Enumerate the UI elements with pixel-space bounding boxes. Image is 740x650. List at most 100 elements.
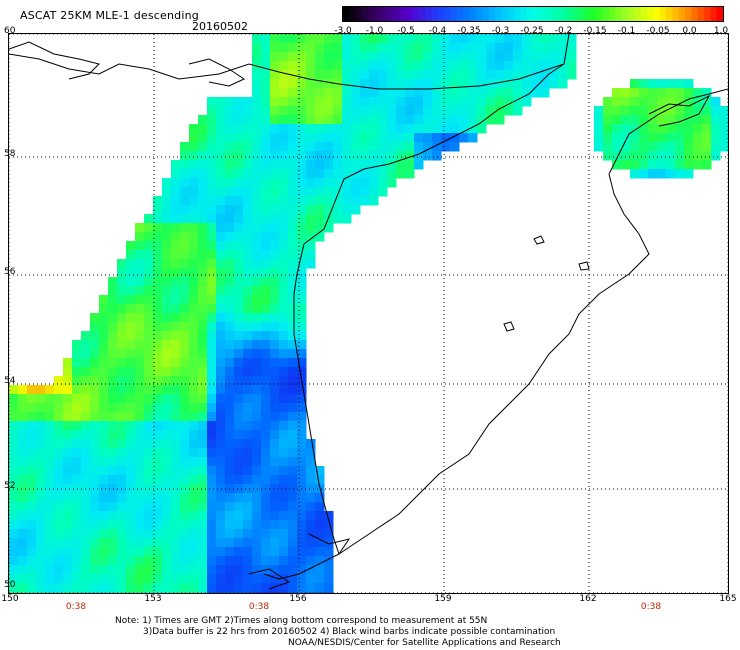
swath-pixel xyxy=(117,331,127,341)
swath-pixel xyxy=(153,205,163,215)
swath-pixel xyxy=(207,430,217,440)
swath-pixel xyxy=(90,448,100,458)
swath-pixel xyxy=(342,169,352,179)
swath-pixel xyxy=(432,142,442,152)
swath-pixel xyxy=(189,232,199,242)
swath-pixel xyxy=(27,421,37,431)
swath-pixel xyxy=(252,277,262,287)
swath-pixel xyxy=(81,511,91,521)
swath-pixel xyxy=(99,385,109,395)
swath-pixel xyxy=(162,385,172,395)
swath-pixel xyxy=(378,115,388,125)
swath-pixel xyxy=(54,448,64,458)
swath-pixel xyxy=(72,340,82,350)
swath-pixel xyxy=(198,421,208,431)
swath-pixel xyxy=(117,376,127,386)
swath-pixel xyxy=(621,88,631,98)
swath-pixel xyxy=(18,403,28,413)
swath-pixel xyxy=(261,511,271,521)
swath-pixel xyxy=(288,52,298,62)
swath-pixel xyxy=(603,106,613,116)
swath-pixel xyxy=(18,412,28,422)
swath-pixel xyxy=(477,115,487,125)
swath-pixel xyxy=(45,511,55,521)
swath-pixel xyxy=(288,331,298,341)
swath-pixel xyxy=(270,367,280,377)
swath-pixel xyxy=(117,349,127,359)
swath-pixel xyxy=(54,502,64,512)
swath-pixel xyxy=(153,313,163,323)
swath-pixel xyxy=(117,529,127,539)
swath-pixel xyxy=(513,43,523,53)
swath-pixel xyxy=(45,403,55,413)
swath-pixel xyxy=(243,358,253,368)
swath-pixel xyxy=(216,124,226,134)
swath-pixel xyxy=(99,529,109,539)
swath-pixel xyxy=(630,133,640,143)
swath-pixel xyxy=(468,133,478,143)
swath-pixel xyxy=(108,430,118,440)
swath-pixel xyxy=(324,88,334,98)
swath-pixel xyxy=(144,241,154,251)
swath-pixel xyxy=(297,295,307,305)
swath-pixel xyxy=(198,223,208,233)
swath-pixel xyxy=(297,106,307,116)
swath-pixel xyxy=(99,304,109,314)
colorbar-segment xyxy=(564,7,572,21)
swath-pixel xyxy=(54,376,64,386)
swath-pixel xyxy=(369,34,379,44)
swath-pixel xyxy=(234,115,244,125)
swath-pixel xyxy=(324,565,334,575)
swath-pixel xyxy=(225,124,235,134)
swath-pixel xyxy=(693,124,703,134)
swath-pixel xyxy=(198,349,208,359)
swath-pixel xyxy=(162,439,172,449)
swath-pixel xyxy=(81,547,91,557)
swath-pixel xyxy=(216,106,226,116)
swath-pixel xyxy=(207,403,217,413)
swath-pixel xyxy=(162,376,172,386)
swath-pixel xyxy=(81,592,91,593)
swath-pixel xyxy=(252,349,262,359)
swath-pixel xyxy=(225,358,235,368)
swath-pixel xyxy=(288,439,298,449)
swath-pixel xyxy=(252,34,262,44)
swath-pixel xyxy=(306,160,316,170)
swath-pixel xyxy=(630,151,640,161)
swath-pixel xyxy=(18,547,28,557)
swath-pixel xyxy=(315,223,325,233)
swath-pixel xyxy=(225,394,235,404)
swath-pixel xyxy=(261,151,271,161)
swath-pixel xyxy=(198,583,208,593)
swath-pixel xyxy=(216,304,226,314)
swath-pixel xyxy=(279,322,289,332)
swath-pixel xyxy=(162,547,172,557)
swath-pixel xyxy=(81,412,91,422)
swath-pixel xyxy=(288,484,298,494)
swath-pixel xyxy=(423,133,433,143)
swath-pixel xyxy=(306,97,316,107)
swath-pixel xyxy=(288,169,298,179)
swath-pixel xyxy=(54,565,64,575)
swath-pixel xyxy=(261,538,271,548)
colorbar-segment xyxy=(583,7,591,21)
swath-pixel xyxy=(99,457,109,467)
swath-pixel xyxy=(297,538,307,548)
swath-pixel xyxy=(153,538,163,548)
swath-pixel xyxy=(189,430,199,440)
lat-label-58: 58 xyxy=(4,149,16,159)
swath-pixel xyxy=(162,205,172,215)
swath-pixel xyxy=(234,520,244,530)
swath-pixel xyxy=(414,52,424,62)
swath-pixel xyxy=(153,403,163,413)
swath-pixel xyxy=(126,367,136,377)
swath-pixel xyxy=(216,466,226,476)
swath-pixel xyxy=(216,313,226,323)
swath-pixel xyxy=(279,547,289,557)
swath-pixel xyxy=(126,556,136,566)
swath-pixel xyxy=(342,214,352,224)
swath-pixel xyxy=(306,151,316,161)
swath-pixel xyxy=(279,223,289,233)
swath-pixel xyxy=(99,403,109,413)
swath-pixel xyxy=(144,493,154,503)
